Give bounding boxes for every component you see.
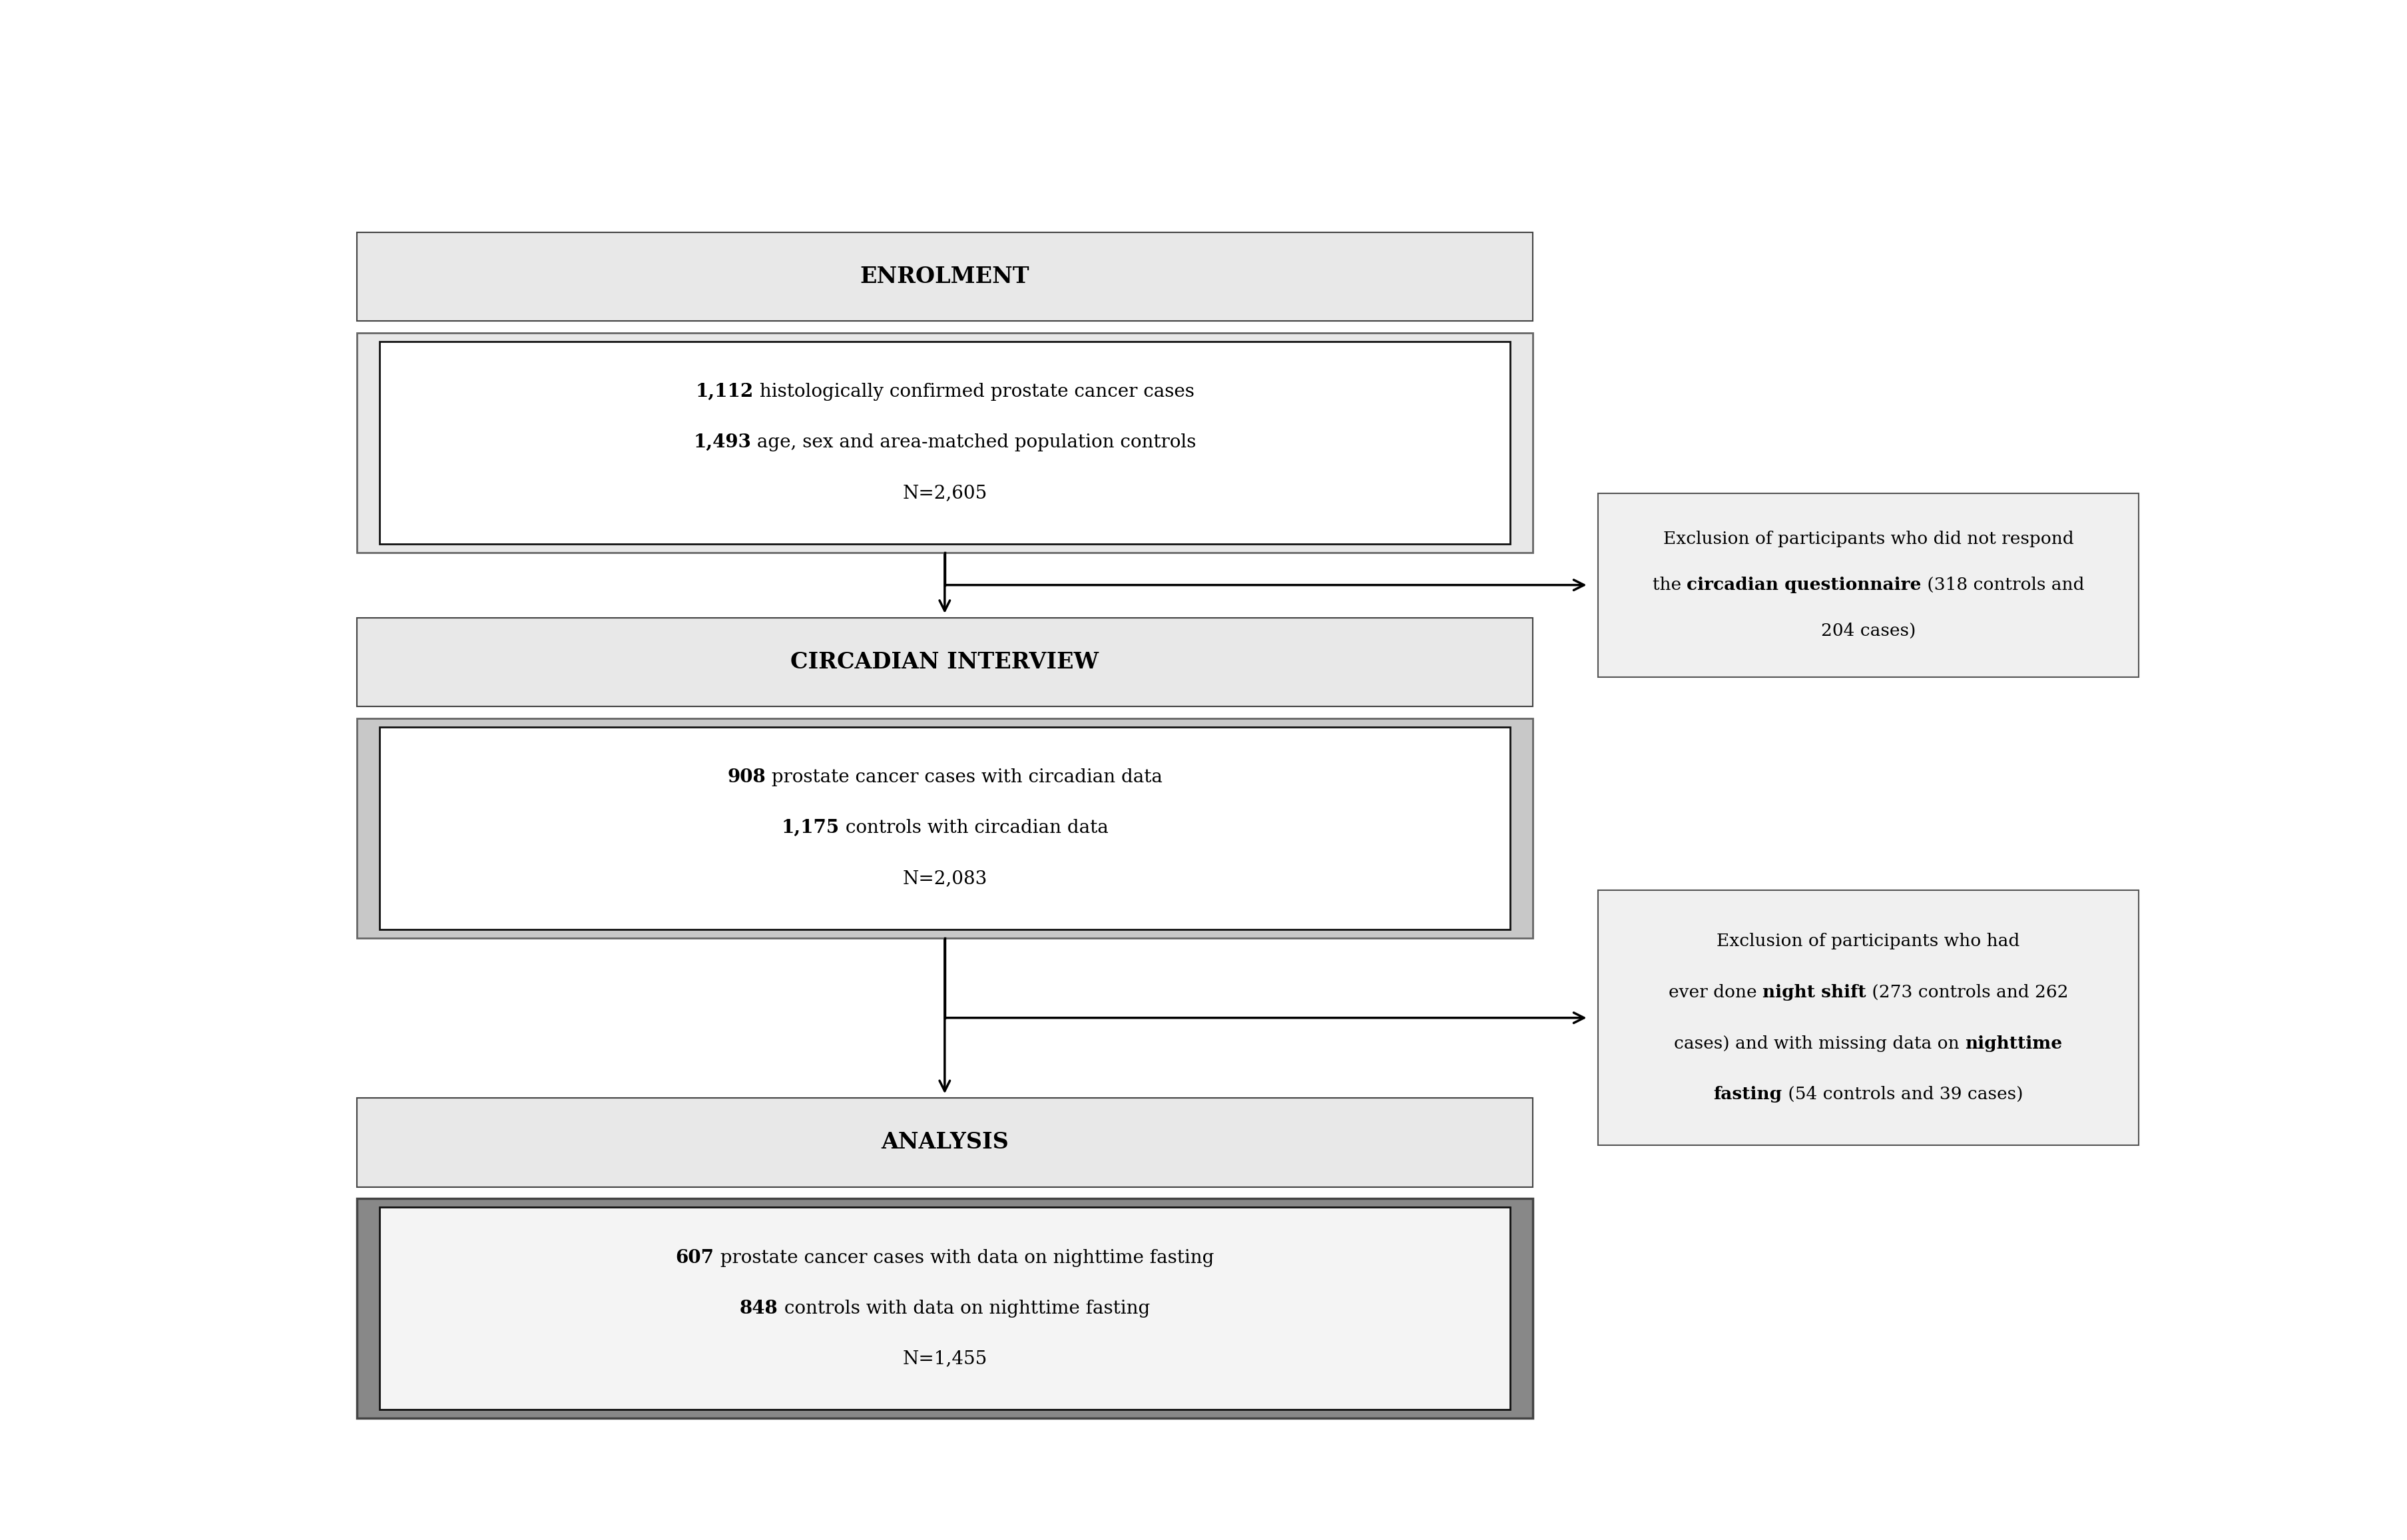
Bar — [356, 718, 1533, 938]
Bar — [1598, 890, 2137, 1146]
Text: circadian questionnaire: circadian questionnaire — [1687, 576, 1921, 593]
Text: 204 cases): 204 cases) — [1820, 622, 1916, 639]
Text: N=2,083: N=2,083 — [903, 870, 987, 887]
Text: 848: 848 — [739, 1300, 777, 1317]
Text: prostate cancer cases with circadian data: prostate cancer cases with circadian dat… — [765, 768, 1163, 787]
Text: prostate cancer cases with data on nighttime fasting: prostate cancer cases with data on night… — [715, 1249, 1213, 1267]
Text: 908: 908 — [727, 768, 765, 787]
Bar — [356, 1198, 1533, 1418]
Text: cases) and with missing data on: cases) and with missing data on — [1673, 1035, 1964, 1052]
Text: ANALYSIS: ANALYSIS — [881, 1132, 1009, 1153]
Text: N=1,455: N=1,455 — [903, 1351, 987, 1368]
Text: (318 controls and: (318 controls and — [1921, 576, 2084, 593]
Text: Exclusion of participants who did not respond: Exclusion of participants who did not re… — [1663, 531, 2072, 547]
Bar — [356, 233, 1533, 322]
Text: nighttime: nighttime — [1964, 1035, 2063, 1052]
Text: age, sex and area-matched population controls: age, sex and area-matched population con… — [751, 434, 1196, 451]
Text: (54 controls and 39 cases): (54 controls and 39 cases) — [1781, 1086, 2022, 1103]
Text: 1,175: 1,175 — [780, 819, 840, 838]
Text: fasting: fasting — [1714, 1086, 1781, 1103]
Text: histologically confirmed prostate cancer cases: histologically confirmed prostate cancer… — [753, 383, 1194, 400]
Text: controls with data on nighttime fasting: controls with data on nighttime fasting — [777, 1300, 1151, 1317]
Text: the: the — [1651, 576, 1687, 593]
Text: controls with circadian data: controls with circadian data — [840, 819, 1107, 838]
Text: CIRCADIAN INTERVIEW: CIRCADIAN INTERVIEW — [789, 651, 1098, 673]
Text: Exclusion of participants who had: Exclusion of participants who had — [1716, 933, 2019, 950]
Bar — [380, 342, 1509, 544]
Bar — [1598, 493, 2137, 678]
Text: N=2,605: N=2,605 — [903, 484, 987, 502]
Text: ever done: ever done — [1668, 984, 1762, 1001]
Bar — [356, 1098, 1533, 1187]
Bar — [356, 618, 1533, 707]
Text: 607: 607 — [676, 1249, 715, 1267]
Text: (273 controls and 262: (273 controls and 262 — [1865, 984, 2068, 1001]
Text: night shift: night shift — [1762, 984, 1865, 1001]
Bar — [380, 727, 1509, 929]
Bar — [356, 333, 1533, 553]
Text: ENROLMENT: ENROLMENT — [859, 266, 1030, 288]
Text: 1,493: 1,493 — [693, 434, 751, 451]
Text: 1,112: 1,112 — [696, 383, 753, 400]
Bar — [380, 1207, 1509, 1409]
